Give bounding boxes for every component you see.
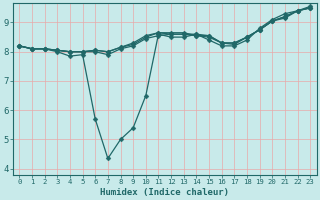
X-axis label: Humidex (Indice chaleur): Humidex (Indice chaleur)	[100, 188, 229, 197]
